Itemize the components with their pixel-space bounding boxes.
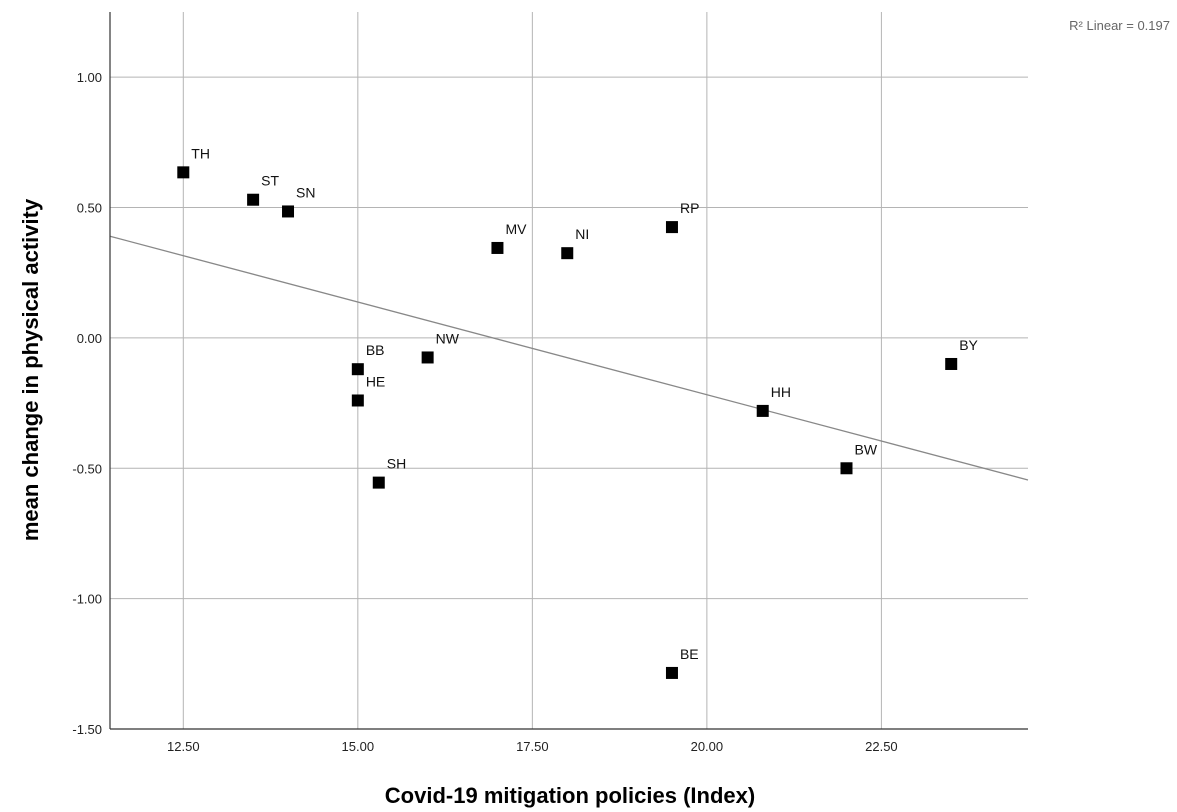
point-label-bw: BW — [854, 441, 877, 457]
point-label-th: TH — [191, 145, 210, 161]
y-tick-label: -1.50 — [72, 722, 102, 737]
data-point-sh — [372, 476, 385, 489]
x-tick-label: 12.50 — [167, 739, 200, 754]
x-tick-label: 15.00 — [342, 739, 375, 754]
grid — [110, 12, 1028, 729]
x-axis-title: Covid-19 mitigation policies (Index) — [385, 783, 755, 808]
point-label-he: HE — [366, 373, 385, 389]
data-point-hh — [756, 404, 769, 417]
point-label-rp: RP — [680, 200, 699, 216]
data-point-bw — [840, 462, 853, 475]
data-point-he — [351, 394, 364, 407]
point-label-hh: HH — [771, 384, 791, 400]
point-label-by: BY — [959, 337, 978, 353]
data-point-st — [247, 193, 260, 206]
point-label-sn: SN — [296, 184, 315, 200]
fit-line-layer — [109, 235, 1029, 481]
data-point-th — [177, 166, 190, 179]
point-label-st: ST — [261, 173, 279, 189]
x-tick-label: 20.00 — [691, 739, 724, 754]
tick-labels: 12.50 15.00 17.50 20.00 22.50 1.00 0.50 0.00 -0.… — [72, 70, 897, 754]
linear-fit-line — [109, 235, 1029, 481]
point-labels: TH ST SN MV NI RP BB HE NW SH BY HH BW BE — [191, 145, 978, 662]
point-label-mv: MV — [505, 221, 527, 237]
y-tick-label: -0.50 — [72, 461, 102, 476]
y-axis-title: mean change in physical activity — [18, 198, 43, 541]
axes — [109, 12, 1028, 730]
point-label-ni: NI — [575, 226, 589, 242]
y-tick-label: 1.00 — [77, 70, 102, 85]
point-label-bb: BB — [366, 342, 385, 358]
data-points — [177, 166, 958, 679]
data-point-mv — [491, 241, 504, 254]
point-label-sh: SH — [387, 456, 406, 472]
data-point-sn — [282, 205, 295, 218]
y-tick-label: -1.00 — [72, 592, 102, 607]
data-point-by — [945, 357, 958, 370]
y-tick-label: 0.00 — [77, 331, 102, 346]
x-tick-label: 22.50 — [865, 739, 898, 754]
data-point-ni — [561, 247, 574, 260]
point-label-nw: NW — [436, 330, 460, 346]
data-point-be — [665, 666, 678, 679]
r-squared-annotation: R² Linear = 0.197 — [1069, 18, 1170, 33]
data-point-bb — [351, 363, 364, 376]
y-tick-label: 0.50 — [77, 201, 102, 216]
data-point-rp — [665, 221, 678, 234]
data-point-nw — [421, 351, 434, 364]
point-label-be: BE — [680, 646, 699, 662]
x-tick-label: 17.50 — [516, 739, 549, 754]
